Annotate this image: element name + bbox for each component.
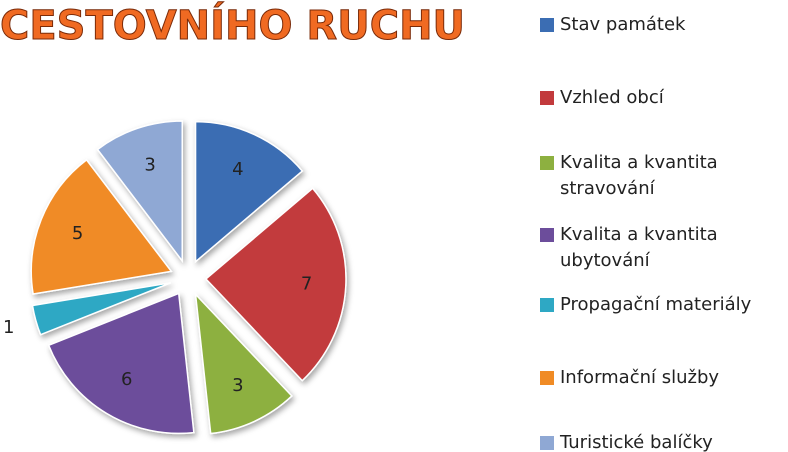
pie-slice	[47, 292, 195, 435]
data-label: 3	[144, 154, 155, 175]
legend-swatch	[540, 228, 554, 242]
data-label: 1	[3, 317, 14, 338]
legend-item: Propagační materiály	[540, 292, 775, 318]
legend-item: Stav památek	[540, 12, 775, 38]
legend-label: Stav památek	[560, 14, 686, 35]
data-label: 3	[232, 375, 243, 396]
data-label: 4	[232, 159, 243, 180]
legend-swatch	[540, 156, 554, 170]
pie-slice	[96, 120, 184, 264]
pie-slice	[204, 187, 347, 382]
data-label: 5	[72, 223, 83, 244]
pie-slice	[194, 120, 304, 264]
legend-item: Vzhled obcí	[540, 85, 775, 111]
legend-label: Vzhled obcí	[560, 87, 664, 108]
legend-swatch	[540, 91, 554, 105]
legend-label: Kvalita a kvantita ubytování	[560, 224, 718, 271]
legend-swatch	[540, 18, 554, 32]
legend-item: Kvalita a kvantita ubytování	[540, 222, 775, 274]
legend-label: Informační služby	[560, 367, 720, 388]
legend-swatch	[540, 436, 554, 450]
data-label: 6	[121, 369, 132, 390]
legend-item: Informační služby	[540, 365, 775, 391]
chart-title: CESTOVNÍHO RUCHU	[0, 1, 465, 49]
pie-slice	[31, 282, 171, 336]
legend-label: Kvalita a kvantita stravování	[560, 152, 718, 199]
legend-swatch	[540, 298, 554, 312]
pie-slice	[194, 292, 293, 435]
legend-item: Turistické balíčky	[540, 430, 775, 452]
data-label: 7	[301, 273, 312, 294]
pie-slice	[30, 158, 173, 295]
legend-item: Kvalita a kvantita stravování	[540, 150, 775, 202]
legend-label: Propagační materiály	[560, 294, 752, 315]
legend-swatch	[540, 371, 554, 385]
legend-label: Turistické balíčky	[560, 432, 713, 452]
